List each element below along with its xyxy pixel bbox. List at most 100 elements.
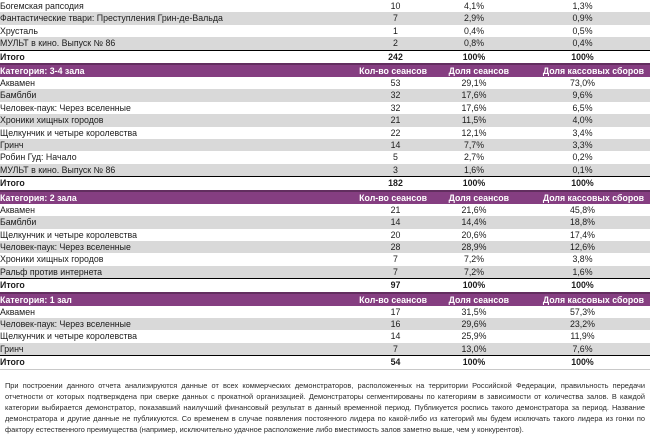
boxoffice-share: 4,0% bbox=[572, 115, 593, 126]
boxoffice-share: 17,4% bbox=[570, 229, 595, 240]
column-header-sessions: Кол-во сеансов bbox=[359, 192, 427, 203]
sessions-share: 12,1% bbox=[461, 127, 487, 138]
sessions-share: 7,2% bbox=[463, 254, 485, 265]
boxoffice-share: 11,9% bbox=[570, 331, 595, 342]
film-row: Бамблби 14 14,4% 18,8% bbox=[0, 216, 650, 229]
sessions-count: 5 bbox=[393, 152, 398, 163]
film-row: Аквамен 53 29,1% 73,0% bbox=[0, 77, 650, 89]
total-boxoffice-share: 100% bbox=[515, 355, 650, 370]
film-title: Робин Гуд: Начало bbox=[0, 152, 77, 163]
film-title: Хрусталь bbox=[0, 25, 38, 36]
category-label: Категория: 1 зал bbox=[0, 294, 72, 305]
film-title: МУЛЬТ в кино. Выпуск № 86 bbox=[0, 38, 116, 49]
sessions-count: 14 bbox=[390, 140, 401, 151]
film-row: Человек-паук: Через вселенные 28 28,9% 12,6… bbox=[0, 240, 650, 254]
film-row: Аквамен 21 21,6% 45,8% bbox=[0, 204, 650, 216]
total-sessions-share: 100% bbox=[433, 355, 515, 370]
sessions-share: 0,4% bbox=[463, 25, 485, 36]
film-title: Бамблби bbox=[0, 217, 37, 228]
film-title: Ральф против интернета bbox=[0, 266, 103, 277]
sessions-share: 28,9% bbox=[461, 241, 487, 252]
boxoffice-share: 9,6% bbox=[572, 90, 593, 101]
column-header-sessions: Кол-во сеансов bbox=[359, 66, 427, 77]
report-table: Богемская рапсодия 10 4,1% 1,3% Фантастическ… bbox=[0, 1, 650, 370]
sessions-count: 7 bbox=[393, 13, 398, 24]
sessions-share: 2,7% bbox=[463, 152, 485, 163]
film-row: Фантастические твари: Преступления Грин-… bbox=[0, 12, 650, 25]
boxoffice-share: 12,6% bbox=[570, 241, 595, 252]
boxoffice-share: 1,6% bbox=[572, 266, 593, 277]
total-boxoffice-share: 100% bbox=[515, 278, 650, 293]
film-row: МУЛЬТ в кино. Выпуск № 86 2 0,8% 0,4% bbox=[0, 37, 650, 51]
boxoffice-share: 18,8% bbox=[570, 217, 595, 228]
total-row: Итого 97 100% 100% bbox=[0, 278, 650, 293]
boxoffice-share: 45,8% bbox=[570, 204, 595, 215]
total-sessions-share: 100% bbox=[433, 278, 515, 293]
boxoffice-share: 0,1% bbox=[572, 164, 593, 175]
sessions-count: 21 bbox=[390, 115, 401, 126]
sessions-share: 21,6% bbox=[461, 204, 487, 215]
film-row: Хроники хищных городов 21 11,5% 4,0% bbox=[0, 114, 650, 127]
sessions-count: 21 bbox=[390, 204, 401, 215]
column-header-boxoffice-share: Доля кассовых сборов bbox=[542, 192, 644, 203]
sessions-share: 2,9% bbox=[463, 13, 485, 24]
film-title: Человек-паук: Через вселенные bbox=[0, 102, 131, 113]
film-row: Щелкунчик и четыре королевства 20 20,6% 17,… bbox=[0, 229, 650, 241]
film-title: Человек-паук: Через вселенные bbox=[0, 318, 131, 329]
sessions-share: 25,9% bbox=[461, 331, 487, 342]
film-title: Щелкунчик и четыре королевства bbox=[0, 127, 138, 138]
total-row: Итого 242 100% 100% bbox=[0, 49, 650, 65]
sessions-share: 31,5% bbox=[461, 306, 487, 317]
column-header-sessions-share: Доля сеансов bbox=[448, 294, 509, 305]
sessions-count: 32 bbox=[390, 102, 401, 113]
sessions-count: 7 bbox=[393, 266, 398, 277]
sessions-share: 17,6% bbox=[461, 90, 487, 101]
total-sessions-count: 97 bbox=[358, 278, 433, 293]
total-sessions-count: 242 bbox=[358, 49, 433, 65]
column-header-sessions-share: Доля сеансов bbox=[448, 66, 509, 77]
film-row: Робин Гуд: Начало 5 2,7% 0,2% bbox=[0, 151, 650, 163]
sessions-count: 2 bbox=[393, 38, 398, 49]
total-boxoffice-share: 100% bbox=[515, 176, 650, 191]
sessions-share: 17,6% bbox=[461, 102, 487, 113]
sessions-count: 53 bbox=[390, 78, 401, 89]
total-label: Итого bbox=[0, 49, 358, 65]
total-boxoffice-share: 100% bbox=[515, 49, 650, 65]
total-row: Итого 54 100% 100% bbox=[0, 355, 650, 370]
boxoffice-share: 73,0% bbox=[570, 78, 595, 89]
category-label: Категория: 3-4 зала bbox=[0, 66, 85, 77]
film-title: Хроники хищных городов bbox=[0, 115, 104, 126]
film-row: Человек-паук: Через вселенные 32 17,6% 6,5% bbox=[0, 102, 650, 114]
total-label: Итого bbox=[0, 176, 358, 191]
film-row: Хрусталь 1 0,4% 0,5% bbox=[0, 25, 650, 37]
footnote-text: При построении данного отчета анализирую… bbox=[5, 380, 645, 434]
sessions-share: 7,7% bbox=[463, 140, 485, 151]
boxoffice-share: 23,2% bbox=[570, 318, 595, 329]
sessions-share: 4,1% bbox=[463, 1, 485, 11]
film-title: Бамблби bbox=[0, 90, 37, 101]
film-row: Гринч 7 13,0% 7,6% bbox=[0, 342, 650, 356]
sessions-count: 28 bbox=[390, 241, 401, 252]
boxoffice-share: 3,4% bbox=[572, 127, 593, 138]
sessions-count: 16 bbox=[390, 318, 401, 329]
sessions-share: 7,2% bbox=[463, 266, 485, 277]
total-sessions-share: 100% bbox=[433, 176, 515, 191]
total-sessions-share: 100% bbox=[433, 49, 515, 65]
sessions-count: 14 bbox=[390, 331, 401, 342]
boxoffice-share: 0,2% bbox=[572, 152, 593, 163]
boxoffice-share: 0,9% bbox=[572, 13, 593, 24]
total-label: Итого bbox=[0, 355, 358, 370]
boxoffice-share: 57,3% bbox=[570, 306, 595, 317]
sessions-count: 20 bbox=[390, 229, 401, 240]
film-title: Щелкунчик и четыре королевства bbox=[0, 229, 138, 240]
film-title: Аквамен bbox=[0, 78, 35, 89]
sessions-count: 7 bbox=[393, 343, 398, 354]
boxoffice-share: 0,4% bbox=[572, 38, 593, 49]
film-title: МУЛЬТ в кино. Выпуск № 86 bbox=[0, 164, 116, 175]
film-title: Аквамен bbox=[0, 306, 35, 317]
boxoffice-share: 3,3% bbox=[572, 140, 593, 151]
column-header-boxoffice-share: Доля кассовых сборов bbox=[542, 294, 644, 305]
total-row: Итого 182 100% 100% bbox=[0, 176, 650, 191]
sessions-share: 0,8% bbox=[463, 38, 485, 49]
